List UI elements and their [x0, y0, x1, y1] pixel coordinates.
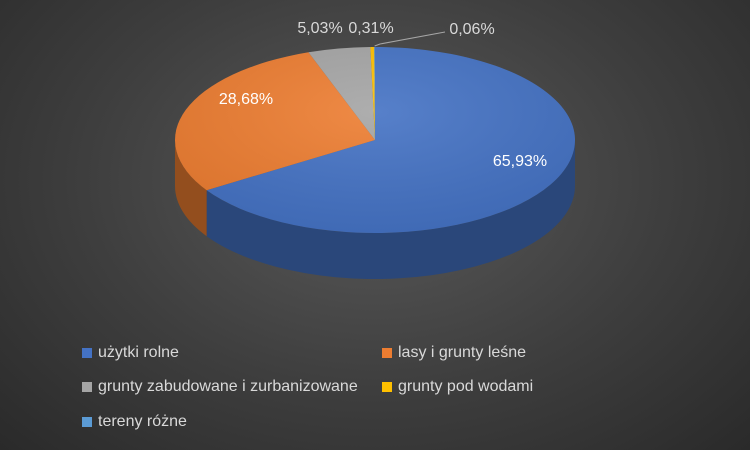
- slice-side-lasy-i-grunty-lesne: [175, 140, 207, 237]
- legend-label: grunty zabudowane i zurbanizowane: [98, 378, 358, 395]
- legend-item-grunty-zabudowane-i-zurbanizowane: grunty zabudowane i zurbanizowane: [82, 378, 358, 396]
- legend-item-tereny-rozne: tereny różne: [82, 413, 187, 431]
- pie-depth: [175, 140, 575, 279]
- legend-item-lasy-i-grunty-lesne: lasy i grunty leśne: [382, 344, 526, 362]
- data-label-grunty-zabudowane-i-zurbanizowane: 5,03%: [297, 20, 342, 37]
- data-label-lasy-i-grunty-lesne: 28,68%: [219, 91, 273, 108]
- legend-item-grunty-pod-wodami: grunty pod wodami: [382, 378, 533, 396]
- legend-label: użytki rolne: [98, 344, 179, 361]
- data-label-grunty-pod-wodami: 0,31%: [348, 20, 393, 37]
- leader-line-tereny-rozne: [374, 31, 446, 47]
- legend-label: grunty pod wodami: [398, 378, 534, 395]
- pie-slices: [175, 47, 575, 233]
- data-labels: 65,93% 28,68% 5,03% 0,31% 0,06%: [219, 20, 547, 170]
- data-label-tereny-rozne: 0,06%: [449, 21, 494, 38]
- pie-top-shading: [175, 47, 575, 233]
- legend-swatch: [82, 417, 92, 427]
- slice-side-uzytki-rolne: [206, 140, 575, 279]
- legend-label: lasy i grunty leśne: [398, 344, 527, 361]
- legend: użytki rolne lasy i grunty leśne grunty za…: [0, 336, 750, 446]
- legend-swatch: [82, 348, 92, 358]
- legend-item-uzytki-rolne: użytki rolne: [82, 344, 179, 362]
- pie-chart: 65,93% 28,68% 5,03% 0,31% 0,06%: [175, 20, 575, 279]
- legend-label: tereny różne: [98, 413, 187, 430]
- legend-swatch: [82, 382, 92, 392]
- legend-swatch: [382, 382, 392, 392]
- data-label-uzytki-rolne: 65,93%: [493, 153, 547, 170]
- pie-chart-svg: 65,93% 28,68% 5,03% 0,31% 0,06%: [175, 20, 575, 279]
- leader-lines: [374, 31, 446, 47]
- legend-swatch: [382, 348, 392, 358]
